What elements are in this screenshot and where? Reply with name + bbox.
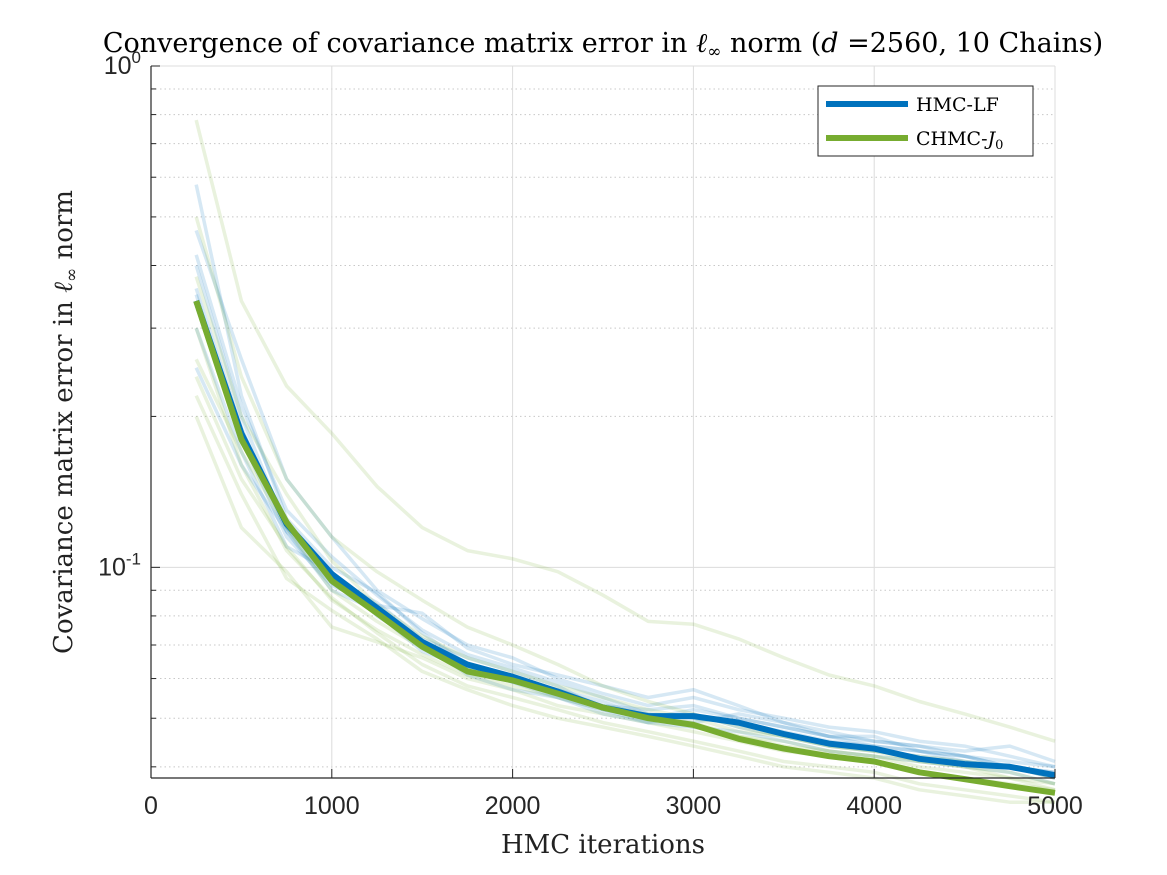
chain-line-2 xyxy=(194,229,1056,769)
chain-line-12 xyxy=(194,394,1055,804)
x-tick-label: 4000 xyxy=(846,792,902,820)
x-axis-label: HMC iterations xyxy=(501,830,705,860)
legend-label-chmc-j0: CHMC-J0 xyxy=(916,128,1003,153)
chain-line-9 xyxy=(194,119,1056,743)
y-tick-label: 100 xyxy=(104,48,141,80)
y-tick-label: 10-1 xyxy=(98,549,141,581)
x-tick-label: 3000 xyxy=(666,792,722,820)
legend: HMC-LF CHMC-J0 xyxy=(817,85,1034,157)
legend-box xyxy=(817,85,1034,157)
x-tick-label: 5000 xyxy=(1027,792,1083,820)
chain-line-7 xyxy=(194,254,1056,769)
chart-title: Convergence of covariance matrix error i… xyxy=(103,28,1103,62)
plot-area xyxy=(151,66,1055,778)
series-line-chmc-j0 xyxy=(193,299,1056,796)
x-tick-labels: 0 1000 2000 3000 4000 5000 xyxy=(144,792,1083,820)
tick-marks xyxy=(150,65,1056,778)
x-tick-label: 2000 xyxy=(485,792,541,820)
mean-lines xyxy=(193,299,1056,796)
chain-line-11 xyxy=(194,327,1056,804)
legend-label-hmc-lf: HMC-LF xyxy=(916,94,999,116)
x-tick-label: 1000 xyxy=(304,792,360,820)
y-axis-label: Covariance matrix error in ℓ∞ norm xyxy=(49,190,82,654)
y-tick-labels: 10-1 100 xyxy=(98,48,141,581)
x-tick-label: 0 xyxy=(144,792,158,820)
axes-box xyxy=(150,66,1055,779)
